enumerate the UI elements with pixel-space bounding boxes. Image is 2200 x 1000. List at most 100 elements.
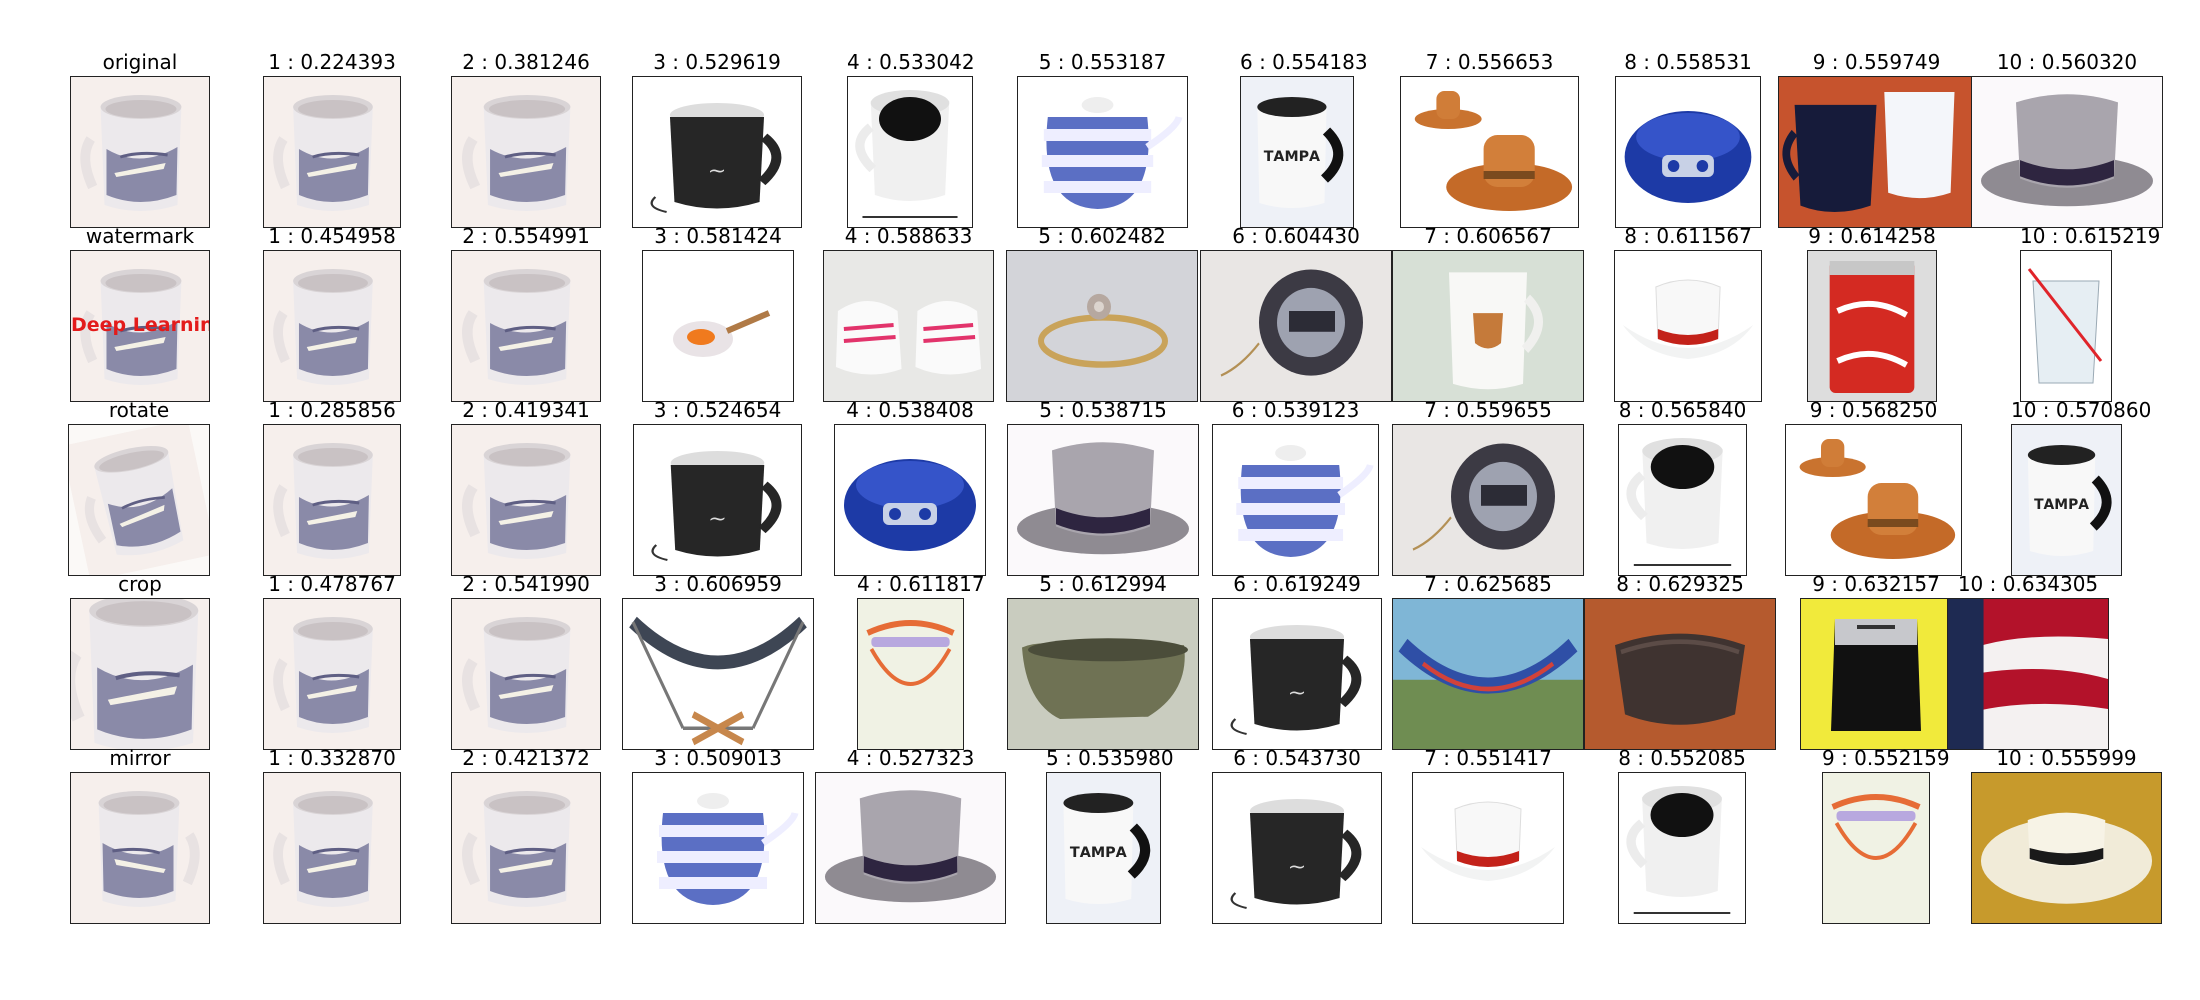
lamp-icon — [857, 598, 964, 750]
black-cozy-mug-icon: ~ — [1212, 772, 1382, 924]
result-score-label: 10 : 0.560320 — [1996, 50, 2138, 74]
result-cell: 2 : 0.381246 — [451, 50, 601, 228]
result-score-label: 9 : 0.552159 — [1822, 746, 1950, 770]
query-caption: mirror — [109, 746, 171, 770]
query-image — [68, 424, 210, 576]
cd-player-icon — [1615, 76, 1761, 228]
result-score-label: 2 : 0.419341 — [462, 398, 590, 422]
white-cowboy-hat-icon — [1614, 250, 1762, 402]
result-score-label: 7 : 0.625685 — [1424, 572, 1552, 596]
result-cell: 5 : 0.612994 — [1007, 572, 1199, 750]
white-cowboy-hat-icon — [1412, 772, 1564, 924]
paper-shredder-icon — [1800, 598, 1952, 750]
cd-player-icon — [834, 424, 986, 576]
result-cell: 8 : 0.565840 — [1618, 398, 1747, 576]
query-cell: rotate — [68, 398, 210, 576]
result-cell: 2 : 0.421372 — [451, 746, 601, 924]
tampa-bay-mug-icon: ТАМРА — [2011, 424, 2122, 576]
result-score-label: 2 : 0.381246 — [462, 50, 590, 74]
svg-text:ТАМРА: ТАМРА — [1264, 149, 1320, 165]
flag-icon — [1947, 598, 2109, 750]
result-score-label: 8 : 0.558531 — [1624, 50, 1752, 74]
result-score-label: 1 : 0.224393 — [268, 50, 396, 74]
result-cell: 5 : 0.602482 — [1006, 224, 1198, 402]
mug-icon — [263, 772, 401, 924]
black-cozy-mug-icon: ~ — [632, 76, 802, 228]
striped-teapot-icon — [1017, 76, 1188, 228]
top-hat-icon — [815, 772, 1006, 924]
hammock-beach-icon — [1392, 598, 1584, 750]
result-score-label: 1 : 0.478767 — [268, 572, 396, 596]
result-cell: 10 : 0.570860 ТАМРА — [2011, 398, 2151, 576]
query-image: Deep Learning — [70, 250, 210, 402]
result-cell: 7 : 0.606567 — [1392, 224, 1584, 402]
result-cell: 1 : 0.224393 — [263, 50, 401, 228]
result-score-label: 6 : 0.604430 — [1232, 224, 1360, 248]
mug-icon — [263, 424, 401, 576]
result-cell: 10 : 0.634305 — [1947, 572, 2109, 750]
result-score-label: 9 : 0.568250 — [1809, 398, 1938, 422]
query-cell: crop — [70, 572, 210, 750]
mug-icon — [451, 772, 601, 924]
coffee-cup-icon — [1618, 772, 1746, 924]
result-cell: 6 : 0.604430 — [1200, 224, 1392, 402]
result-cell: 1 : 0.285856 — [263, 398, 401, 576]
result-score-label: 10 : 0.615219 — [2020, 224, 2161, 248]
top-hat-icon — [1007, 424, 1199, 576]
svg-text:~: ~ — [1288, 855, 1307, 879]
saddle-pad-icon — [1584, 598, 1776, 750]
coffee-cup-icon — [1618, 424, 1747, 576]
query-cell: original — [70, 50, 210, 228]
lamp-icon — [1822, 772, 1930, 924]
result-score-label: 3 : 0.606959 — [654, 572, 782, 596]
cola-can-icon — [1807, 250, 1937, 402]
result-score-label: 1 : 0.454958 — [268, 224, 396, 248]
two-cups-icon — [1778, 76, 1975, 228]
water-glass-icon — [2020, 250, 2112, 402]
query-caption: crop — [118, 572, 162, 596]
result-score-label: 1 : 0.332870 — [268, 746, 396, 770]
result-cell: 9 : 0.632157 — [1800, 572, 1952, 750]
result-score-label: 9 : 0.559749 — [1812, 50, 1941, 74]
mug-icon — [263, 250, 401, 402]
result-cell: 5 : 0.535980 ТАМРА — [1046, 746, 1174, 924]
result-score-label: 3 : 0.581424 — [654, 224, 782, 248]
result-score-label: 7 : 0.559655 — [1424, 398, 1552, 422]
result-score-label: 6 : 0.619249 — [1233, 572, 1361, 596]
result-cell: 6 : 0.543730 ~ — [1212, 746, 1382, 924]
result-cell: 8 : 0.629325 — [1584, 572, 1776, 750]
result-score-label: 6 : 0.539123 — [1231, 398, 1360, 422]
mug-icon — [451, 250, 601, 402]
result-cell: 9 : 0.568250 — [1785, 398, 1962, 576]
result-cell: 2 : 0.554991 — [451, 224, 601, 402]
result-score-label: 4 : 0.533042 — [847, 50, 975, 74]
top-hat-icon — [1971, 76, 2163, 228]
mug-icon — [451, 598, 601, 750]
svg-text:~: ~ — [1288, 681, 1307, 705]
result-cell: 6 : 0.619249 ~ — [1212, 572, 1382, 750]
result-cell: 1 : 0.454958 — [263, 224, 401, 402]
result-cell: 3 : 0.509013 — [632, 746, 804, 924]
tampa-bay-mug-icon: ТАМРА — [1046, 772, 1161, 924]
result-cell: 7 : 0.559655 — [1392, 398, 1584, 576]
query-cell: mirror — [70, 746, 210, 924]
result-score-label: 9 : 0.632157 — [1812, 572, 1940, 596]
svg-text:~: ~ — [708, 159, 727, 183]
cowboy-hat-figurine-icon — [1400, 76, 1579, 228]
result-score-label: 3 : 0.529619 — [653, 50, 781, 74]
coffee-cup-icon — [847, 76, 973, 228]
result-score-label: 4 : 0.538408 — [846, 398, 974, 422]
result-score-label: 4 : 0.588633 — [844, 224, 973, 248]
result-score-label: 3 : 0.509013 — [654, 746, 782, 770]
result-score-label: 8 : 0.629325 — [1616, 572, 1744, 596]
query-caption: rotate — [108, 398, 170, 422]
result-cell: 9 : 0.559749 — [1778, 50, 1975, 228]
result-cell: 10 : 0.615219 — [2020, 224, 2161, 402]
result-score-label: 2 : 0.541990 — [462, 572, 590, 596]
result-score-label: 5 : 0.612994 — [1039, 572, 1167, 596]
svg-text:ТАМРА: ТАМРА — [2034, 497, 2089, 513]
black-cozy-mug-icon: ~ — [1212, 598, 1382, 750]
mug-icon — [263, 598, 401, 750]
result-score-label: 4 : 0.527323 — [846, 746, 975, 770]
